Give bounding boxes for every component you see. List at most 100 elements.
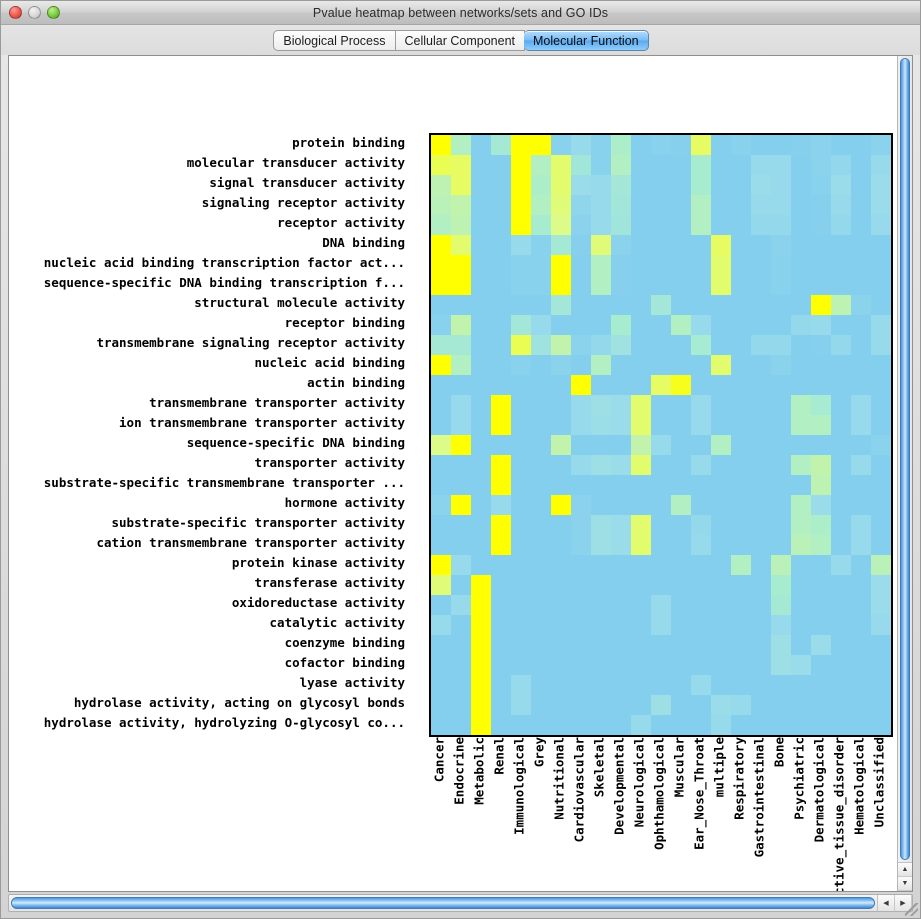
heatmap-cell[interactable]: [731, 395, 751, 415]
heatmap-cell[interactable]: [651, 475, 671, 495]
heatmap-cell[interactable]: [771, 635, 791, 655]
heatmap-cell[interactable]: [511, 495, 531, 515]
heatmap-cell[interactable]: [451, 475, 471, 495]
heatmap-cell[interactable]: [871, 215, 891, 235]
heatmap-cell[interactable]: [531, 615, 551, 635]
heatmap-cell[interactable]: [431, 215, 451, 235]
heatmap-cell[interactable]: [831, 695, 851, 715]
heatmap-cell[interactable]: [491, 395, 511, 415]
heatmap-cell[interactable]: [811, 415, 831, 435]
heatmap-cell[interactable]: [451, 155, 471, 175]
heatmap-cell[interactable]: [631, 155, 651, 175]
heatmap-cell[interactable]: [871, 235, 891, 255]
horizontal-scroll-track[interactable]: [9, 895, 877, 911]
heatmap-cell[interactable]: [771, 275, 791, 295]
heatmap-cell[interactable]: [611, 655, 631, 675]
heatmap-cell[interactable]: [451, 615, 471, 635]
heatmap-cell[interactable]: [511, 715, 531, 735]
heatmap-cell[interactable]: [851, 135, 871, 155]
heatmap-cell[interactable]: [771, 315, 791, 335]
heatmap-cell[interactable]: [531, 495, 551, 515]
heatmap-cell[interactable]: [811, 355, 831, 375]
heatmap-cell[interactable]: [611, 615, 631, 635]
heatmap-cell[interactable]: [811, 235, 831, 255]
heatmap-cell[interactable]: [571, 615, 591, 635]
heatmap-cell[interactable]: [851, 375, 871, 395]
heatmap-cell[interactable]: [551, 575, 571, 595]
heatmap-cell[interactable]: [851, 455, 871, 475]
heatmap-cell[interactable]: [751, 595, 771, 615]
heatmap-cell[interactable]: [711, 295, 731, 315]
scroll-left-button[interactable]: ◀: [878, 895, 895, 911]
heatmap-cell[interactable]: [551, 315, 571, 335]
heatmap-cell[interactable]: [711, 195, 731, 215]
heatmap-cell[interactable]: [671, 255, 691, 275]
heatmap-cell[interactable]: [471, 395, 491, 415]
heatmap-cell[interactable]: [571, 395, 591, 415]
heatmap-cell[interactable]: [491, 335, 511, 355]
heatmap-cell[interactable]: [871, 555, 891, 575]
heatmap-cell[interactable]: [851, 495, 871, 515]
heatmap-cell[interactable]: [771, 495, 791, 515]
heatmap-cell[interactable]: [651, 715, 671, 735]
heatmap-cell[interactable]: [851, 695, 871, 715]
heatmap-cell[interactable]: [431, 195, 451, 215]
heatmap-cell[interactable]: [791, 655, 811, 675]
heatmap-cell[interactable]: [491, 235, 511, 255]
heatmap-cell[interactable]: [531, 215, 551, 235]
heatmap-cell[interactable]: [671, 155, 691, 175]
heatmap-cell[interactable]: [731, 635, 751, 655]
heatmap-cell[interactable]: [631, 535, 651, 555]
heatmap-cell[interactable]: [751, 215, 771, 235]
heatmap-cell[interactable]: [731, 195, 751, 215]
heatmap-cell[interactable]: [471, 415, 491, 435]
heatmap-cell[interactable]: [831, 335, 851, 355]
heatmap-cell[interactable]: [531, 675, 551, 695]
heatmap-cell[interactable]: [591, 695, 611, 715]
heatmap-cell[interactable]: [871, 355, 891, 375]
heatmap-cell[interactable]: [631, 195, 651, 215]
heatmap-cell[interactable]: [471, 335, 491, 355]
heatmap-cell[interactable]: [591, 255, 611, 275]
heatmap-cell[interactable]: [571, 255, 591, 275]
heatmap-cell[interactable]: [491, 655, 511, 675]
heatmap-cell[interactable]: [851, 515, 871, 535]
heatmap-cell[interactable]: [431, 155, 451, 175]
heatmap-cell[interactable]: [451, 135, 471, 155]
heatmap-cell[interactable]: [671, 215, 691, 235]
heatmap-cell[interactable]: [731, 415, 751, 435]
heatmap-cell[interactable]: [471, 675, 491, 695]
heatmap-cell[interactable]: [531, 595, 551, 615]
heatmap-cell[interactable]: [431, 335, 451, 355]
heatmap-cell[interactable]: [551, 255, 571, 275]
heatmap-cell[interactable]: [731, 615, 751, 635]
vertical-scroll-thumb[interactable]: [900, 58, 910, 860]
heatmap-cell[interactable]: [651, 175, 671, 195]
heatmap-cell[interactable]: [531, 415, 551, 435]
heatmap-cell[interactable]: [491, 435, 511, 455]
heatmap-cell[interactable]: [731, 435, 751, 455]
close-button[interactable]: [9, 6, 22, 19]
heatmap-cell[interactable]: [751, 195, 771, 215]
heatmap-cell[interactable]: [691, 415, 711, 435]
heatmap-cell[interactable]: [471, 315, 491, 335]
heatmap-cell[interactable]: [611, 395, 631, 415]
heatmap-cell[interactable]: [751, 355, 771, 375]
heatmap-cell[interactable]: [651, 135, 671, 155]
heatmap-cell[interactable]: [631, 255, 651, 275]
heatmap-cell[interactable]: [671, 355, 691, 375]
heatmap-cell[interactable]: [471, 615, 491, 635]
heatmap-cell[interactable]: [651, 435, 671, 455]
heatmap-cell[interactable]: [791, 275, 811, 295]
heatmap-cell[interactable]: [751, 435, 771, 455]
heatmap-cell[interactable]: [851, 275, 871, 295]
heatmap-cell[interactable]: [751, 415, 771, 435]
heatmap-cell[interactable]: [711, 415, 731, 435]
heatmap-cell[interactable]: [531, 175, 551, 195]
heatmap-cell[interactable]: [591, 275, 611, 295]
heatmap-cell[interactable]: [791, 615, 811, 635]
heatmap-cell[interactable]: [731, 155, 751, 175]
heatmap-cell[interactable]: [471, 355, 491, 375]
heatmap-cell[interactable]: [831, 135, 851, 155]
heatmap-cell[interactable]: [871, 595, 891, 615]
